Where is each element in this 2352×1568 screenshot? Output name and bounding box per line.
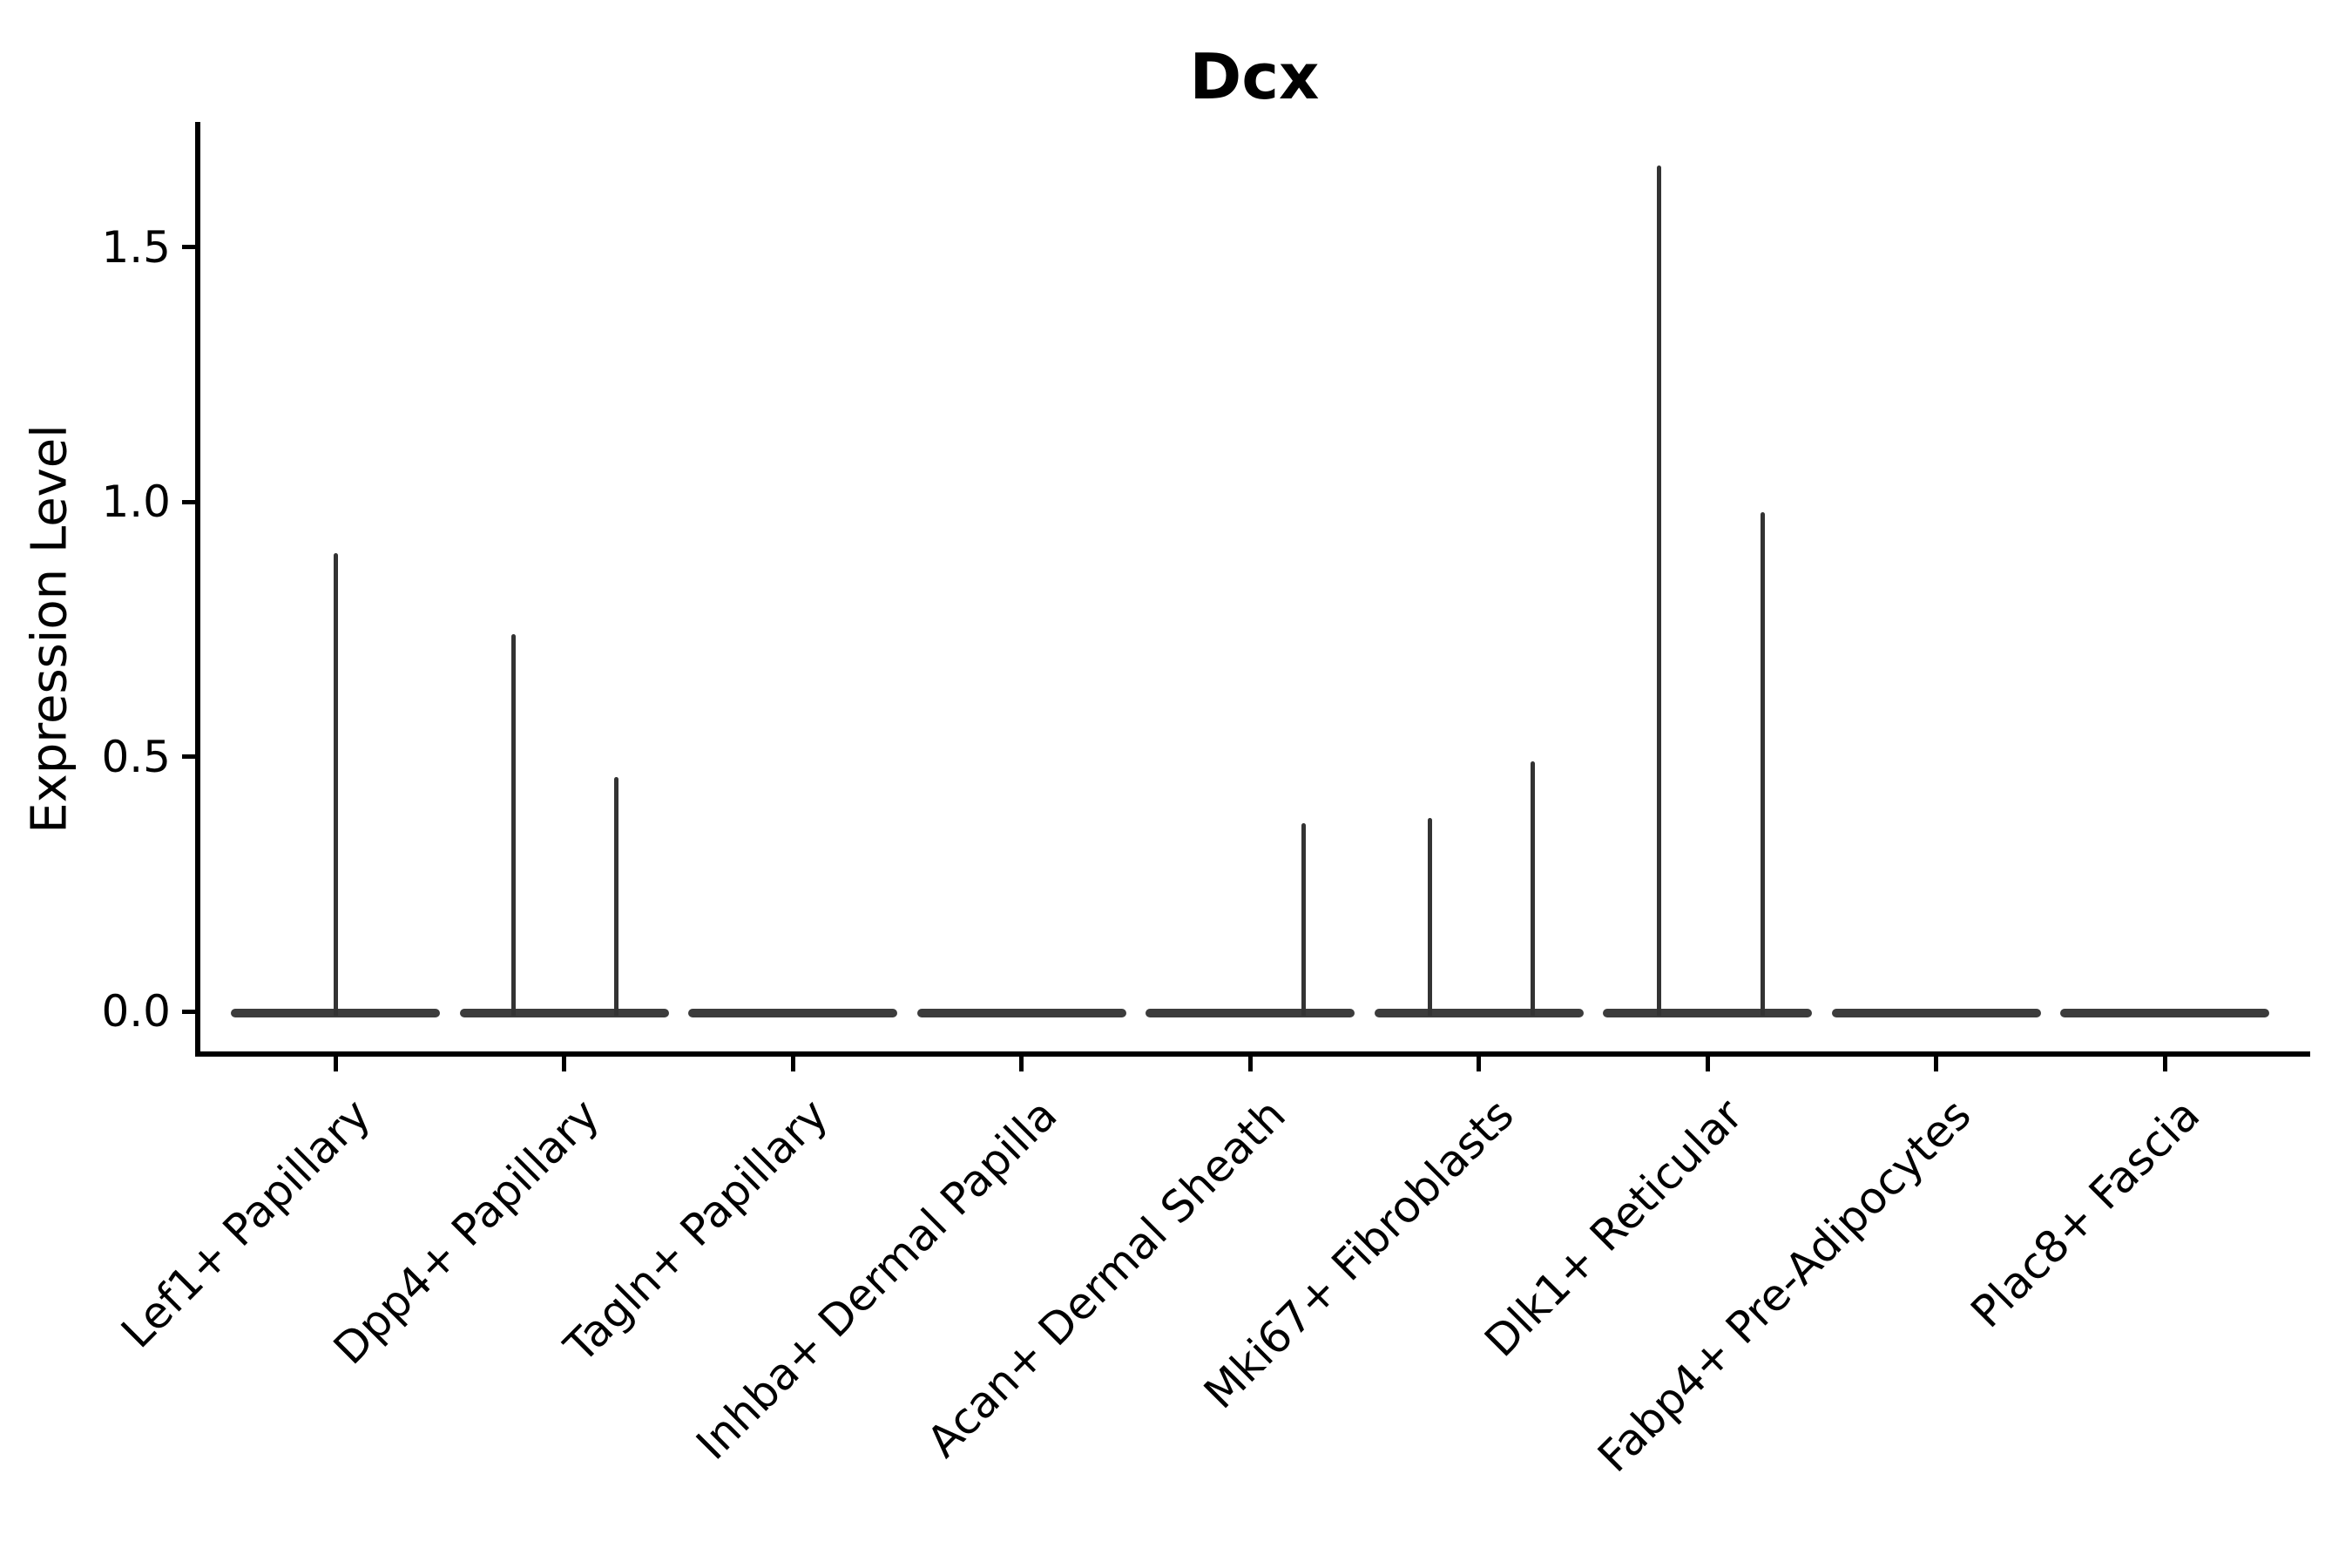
x-tick-mark bbox=[562, 1057, 566, 1071]
violin-baseline-bar bbox=[688, 1009, 897, 1017]
violin-baseline-bar bbox=[1831, 1009, 2041, 1017]
x-tick-mark bbox=[1705, 1057, 1710, 1071]
y-axis-label: Expression Level bbox=[21, 424, 78, 834]
y-tick-label: 1.0 bbox=[101, 476, 171, 528]
violin-max-spike bbox=[1428, 817, 1432, 1016]
violin-baseline-bar bbox=[1146, 1009, 1355, 1017]
violin-max-spike bbox=[1760, 511, 1765, 1016]
x-tick-mark bbox=[1019, 1057, 1024, 1071]
x-tick-mark bbox=[1477, 1057, 1481, 1071]
y-tick-mark bbox=[182, 1009, 195, 1014]
y-tick-label: 0.5 bbox=[101, 731, 171, 782]
x-tick-mark bbox=[1934, 1057, 1938, 1071]
violin-max-spike bbox=[1531, 761, 1535, 1016]
x-tick-mark bbox=[1247, 1057, 1253, 1071]
violin-baseline-bar bbox=[459, 1009, 669, 1017]
x-tick-label: Fabp4+ Pre-Adipocytes bbox=[1588, 1089, 1982, 1483]
y-tick-mark bbox=[182, 245, 195, 250]
violin-max-spike bbox=[511, 634, 516, 1016]
violin-max-spike bbox=[614, 777, 618, 1016]
x-tick-mark bbox=[333, 1057, 338, 1071]
violin-baseline-bar bbox=[916, 1009, 1126, 1017]
x-tick-label: Lef1+ Papillary bbox=[112, 1089, 381, 1358]
y-tick-label: 0.0 bbox=[101, 986, 171, 1037]
violin-max-spike bbox=[1301, 822, 1306, 1016]
x-tick-mark bbox=[790, 1057, 795, 1071]
x-tick-mark bbox=[2162, 1057, 2167, 1071]
chart-title: Dcx bbox=[1189, 40, 1320, 113]
y-tick-mark bbox=[182, 499, 195, 504]
violin-baseline-bar bbox=[2060, 1009, 2269, 1017]
violin-baseline-bar bbox=[1374, 1009, 1584, 1017]
violin-max-spike bbox=[333, 552, 338, 1016]
x-axis-spine bbox=[195, 1051, 2310, 1057]
violin-baseline-bar bbox=[1603, 1009, 1812, 1017]
y-axis-spine bbox=[195, 122, 200, 1057]
y-tick-mark bbox=[182, 754, 195, 760]
violin-max-spike bbox=[1656, 166, 1661, 1016]
y-tick-label: 1.5 bbox=[101, 221, 171, 273]
x-tick-label: Plac8+ Fascia bbox=[1961, 1089, 2210, 1338]
